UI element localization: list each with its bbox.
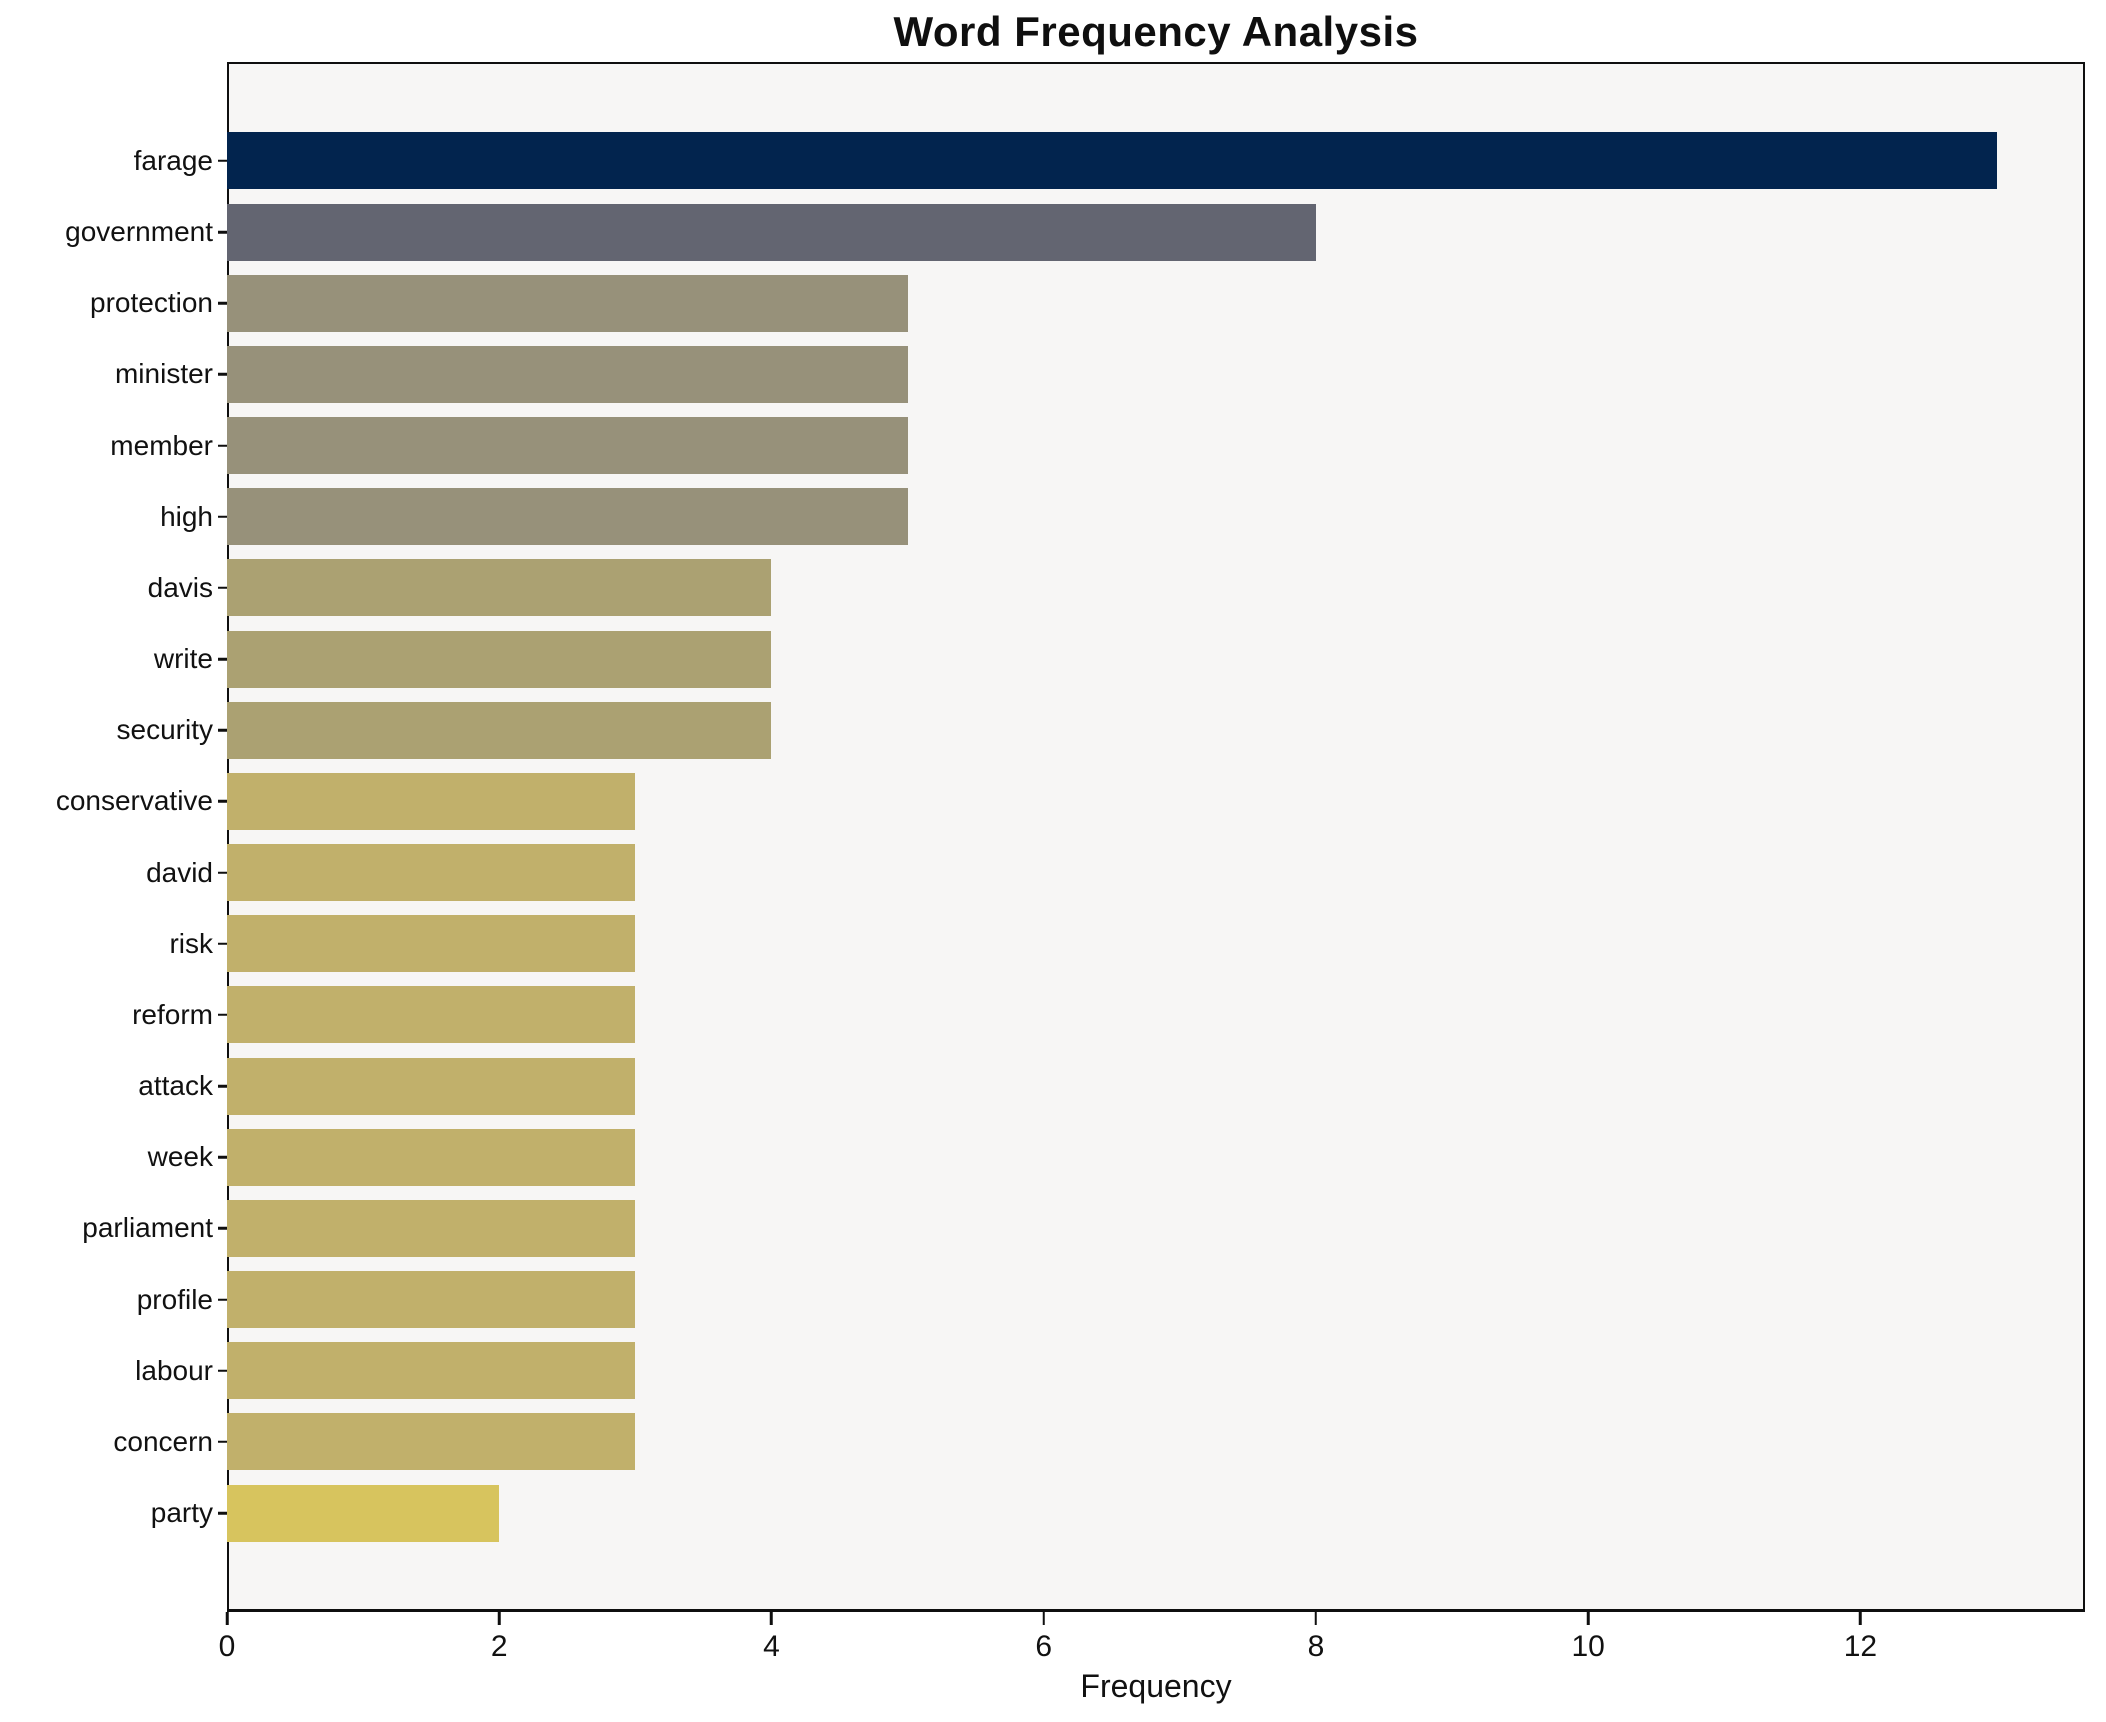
y-axis-label-reform: reform (132, 998, 213, 1030)
y-axis-label-risk: risk (169, 927, 213, 959)
y-axis-label-david: david (146, 856, 213, 888)
y-tick-mark (218, 800, 227, 803)
y-tick-mark (218, 1298, 227, 1301)
y-axis-label-conservative: conservative (55, 785, 213, 817)
bar-write (227, 630, 772, 688)
y-tick-mark (218, 1440, 227, 1444)
y-axis-label-member: member (110, 429, 213, 461)
y-axis-label-high: high (160, 500, 213, 532)
y-tick-mark (218, 159, 227, 163)
y-axis-label-parliament: parliament (82, 1212, 213, 1244)
x-tick-mark (1859, 1612, 1862, 1625)
y-tick-mark (218, 1155, 227, 1159)
y-tick-mark (218, 1013, 227, 1017)
y-tick-mark (218, 586, 227, 590)
x-tick-label-6: 6 (1035, 1630, 1053, 1663)
bar-davis (227, 559, 772, 617)
y-axis-label-davis: davis (147, 571, 213, 603)
bar-government (227, 203, 1316, 261)
y-tick-mark (218, 1227, 227, 1230)
x-tick-mark (497, 1612, 501, 1625)
bar-labour (227, 1342, 636, 1400)
x-tick-label-0: 0 (218, 1630, 236, 1663)
bar-risk (227, 915, 636, 973)
x-tick-label-4: 4 (763, 1630, 780, 1663)
y-axis-label-protection: protection (90, 287, 213, 319)
bar-party (227, 1484, 500, 1542)
bar-security (227, 701, 772, 759)
x-tick-label-12: 12 (1843, 1630, 1878, 1663)
x-tick-mark (770, 1612, 773, 1625)
x-axis-label: Frequency (1080, 1668, 1232, 1704)
bar-minister (227, 345, 908, 403)
chart-title: Word Frequency Analysis (893, 8, 1419, 55)
y-tick-mark (218, 871, 227, 874)
y-axis-label-security: security (116, 714, 213, 746)
y-tick-mark (218, 1369, 227, 1372)
bar-farage (227, 132, 1997, 190)
y-tick-mark (218, 230, 227, 234)
y-axis-label-labour: labour (135, 1354, 213, 1386)
y-tick-mark (218, 302, 227, 305)
y-axis-label-concern: concern (113, 1425, 213, 1457)
y-axis-label-farage: farage (133, 144, 213, 176)
x-tick-label-10: 10 (1571, 1630, 1605, 1663)
y-axis-label-write: write (153, 643, 213, 675)
y-axis-label-minister: minister (114, 358, 213, 390)
y-tick-mark (218, 729, 227, 732)
y-tick-mark (218, 942, 227, 945)
y-axis-label-profile: profile (136, 1283, 213, 1315)
bar-concern (227, 1413, 636, 1471)
bar-protection (227, 274, 908, 332)
y-tick-mark (218, 1084, 227, 1088)
x-tick-mark (1042, 1612, 1045, 1625)
x-tick-label-8: 8 (1307, 1630, 1325, 1663)
bar-week (227, 1128, 636, 1186)
x-tick-mark (225, 1612, 229, 1625)
y-tick-mark (218, 373, 227, 376)
bar-high (227, 488, 908, 546)
bar-conservative (227, 772, 636, 830)
x-tick-label-2: 2 (490, 1630, 508, 1663)
bar-david (227, 844, 636, 902)
bar-member (227, 417, 908, 475)
bar-profile (227, 1271, 636, 1329)
y-axis-label-attack: attack (138, 1070, 213, 1102)
y-tick-mark (218, 657, 227, 661)
y-axis-label-government: government (65, 216, 213, 248)
bar-parliament (227, 1199, 636, 1257)
y-tick-mark (218, 515, 227, 518)
x-tick-mark (1586, 1612, 1590, 1625)
y-axis-label-party: party (150, 1497, 213, 1529)
bar-reform (227, 986, 636, 1044)
bar-attack (227, 1057, 636, 1115)
y-axis-label-week: week (147, 1141, 213, 1173)
y-tick-mark (218, 444, 227, 447)
x-tick-mark (1314, 1612, 1318, 1625)
y-tick-mark (218, 1511, 227, 1515)
